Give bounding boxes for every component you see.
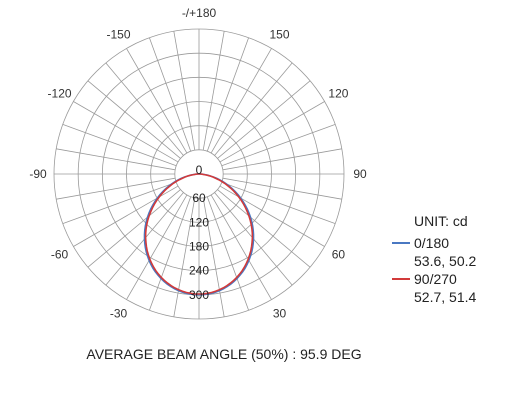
grid-spoke (206, 196, 249, 311)
radial-tick-label: 240 (189, 264, 209, 278)
angle-label: 90 (353, 167, 367, 181)
grid-spoke (202, 31, 225, 151)
angle-label: 60 (332, 248, 346, 262)
grid-spoke (126, 48, 188, 154)
grid-spoke (202, 197, 225, 317)
grid-spoke (217, 80, 311, 159)
radial-tick-label: 300 (189, 288, 209, 302)
grid-spoke (149, 37, 192, 152)
legend-swatch-0 (392, 242, 410, 244)
radial-tick-label: 60 (192, 191, 206, 205)
grid-spoke (210, 48, 272, 154)
angle-label: 120 (328, 87, 348, 101)
series-curve-1 (144, 173, 254, 295)
angle-label: -120 (48, 87, 72, 101)
angle-label: 30 (273, 306, 287, 320)
grid-spoke (126, 194, 188, 300)
angle-label: 150 (269, 28, 289, 42)
grid-spoke (221, 124, 336, 167)
angle-label: -/+180 (182, 6, 217, 20)
grid-spoke (87, 80, 181, 159)
legend-unit: UNIT: cd (414, 213, 468, 229)
grid-spoke (219, 101, 325, 163)
grid-spoke (214, 62, 293, 156)
beam-angle-footer: AVERAGE BEAM ANGLE (50%) : 95.9 DEG (86, 346, 362, 362)
grid-spoke (62, 181, 177, 224)
grid-spoke (221, 181, 336, 224)
legend-label-0: 0/180 (414, 235, 450, 251)
radial-tick-label: 0 (196, 163, 203, 177)
grid-spoke (87, 189, 181, 268)
legend-item-1: 90/270 (392, 270, 476, 288)
angle-label: -150 (106, 28, 130, 42)
grid-spoke (210, 194, 272, 300)
legend-item-0: 0/180 (392, 234, 476, 252)
angle-label: -30 (110, 306, 128, 320)
grid-spoke (222, 177, 342, 200)
grid-spoke (173, 31, 196, 151)
legend-values-1: 52.7, 51.4 (414, 289, 477, 305)
grid-spoke (173, 197, 196, 317)
grid-spoke (73, 101, 179, 163)
grid-spoke (56, 148, 176, 171)
radial-tick-label: 180 (189, 240, 209, 254)
grid-spoke (105, 62, 184, 156)
angle-label: -60 (51, 248, 69, 262)
grid-spoke (217, 189, 311, 268)
grid-spoke (149, 196, 192, 311)
angle-label: -90 (29, 167, 47, 181)
legend-label-1: 90/270 (414, 271, 457, 287)
grid-spoke (62, 124, 177, 167)
radial-tick-label: 120 (189, 215, 209, 229)
legend-swatch-1 (392, 278, 410, 280)
grid-spoke (222, 148, 342, 171)
grid-spoke (206, 37, 249, 152)
legend-values-0: 53.6, 50.2 (414, 253, 477, 269)
legend: UNIT: cd 0/180 53.6, 50.2 90/270 52.7, 5… (392, 212, 476, 306)
grid-spoke (56, 177, 176, 200)
